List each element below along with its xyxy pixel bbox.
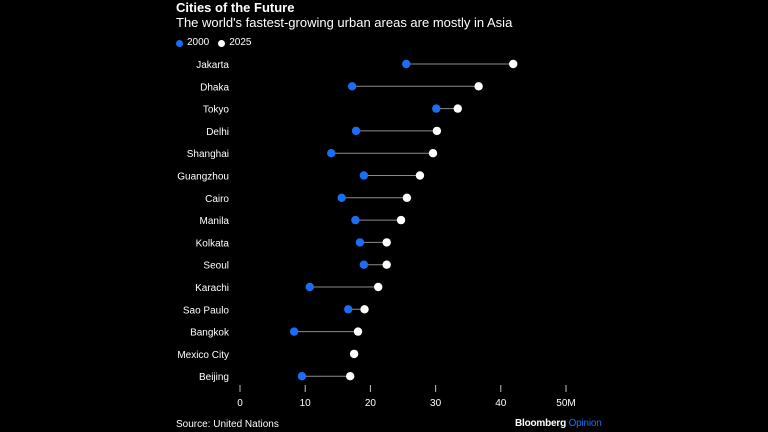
category-label-sao-paulo: Sao Paulo bbox=[183, 305, 230, 316]
legend-label-2000: 2000 bbox=[187, 37, 210, 48]
point-2000-tokyo bbox=[432, 104, 441, 113]
category-label-dhaka: Dhaka bbox=[200, 82, 229, 93]
legend-item-2000: 2000 bbox=[176, 37, 209, 49]
point-2025-manila bbox=[396, 215, 406, 225]
chart-subtitle: The world's fastest-growing urban areas … bbox=[176, 15, 513, 30]
point-2025-tokyo bbox=[453, 104, 462, 113]
legend-item-2025: 2025 bbox=[218, 37, 252, 49]
category-label-shanghai: Shanghai bbox=[187, 149, 229, 160]
point-2000-sao-paulo bbox=[344, 305, 353, 314]
category-label-beijing: Beijing bbox=[199, 372, 229, 383]
point-2000-shanghai bbox=[327, 149, 336, 158]
brand-suffix: Opinion bbox=[568, 418, 602, 429]
point-2025-seoul bbox=[382, 260, 391, 269]
chart-title: Cities of the Future bbox=[176, 0, 295, 15]
category-label-bangkok: Bangkok bbox=[190, 328, 230, 339]
source-note: Source: United Nations bbox=[176, 419, 279, 430]
point-2025-jakarta bbox=[508, 59, 518, 69]
category-label-tokyo: Tokyo bbox=[203, 105, 230, 116]
category-label-cairo: Cairo bbox=[205, 194, 229, 205]
x-tick-label-20: 20 bbox=[365, 398, 377, 409]
x-tick-label-50: 50M bbox=[556, 398, 575, 409]
category-label-seoul: Seoul bbox=[203, 261, 229, 272]
point-2000-manila bbox=[351, 215, 360, 225]
point-2025-beijing bbox=[345, 372, 355, 381]
point-2000-seoul bbox=[359, 260, 369, 269]
x-tick-label-40: 40 bbox=[495, 398, 507, 409]
legend-dot-2025 bbox=[218, 39, 226, 47]
x-tick-label-0: 0 bbox=[237, 398, 243, 409]
point-2025-cairo bbox=[402, 193, 412, 202]
point-2000-bangkok bbox=[289, 327, 299, 336]
legend-label-2025: 2025 bbox=[229, 37, 252, 48]
point-2000-beijing bbox=[297, 372, 307, 381]
point-2000-kolkata bbox=[355, 238, 365, 247]
legend-dot-2000 bbox=[176, 39, 183, 47]
point-2025-guangzhou bbox=[415, 171, 425, 180]
category-label-karachi: Karachi bbox=[195, 283, 229, 294]
category-label-kolkata: Kolkata bbox=[196, 238, 230, 249]
category-label-mexico-city: Mexico City bbox=[177, 350, 229, 361]
brand-name: Bloomberg bbox=[515, 418, 566, 429]
point-2025-delhi bbox=[432, 126, 442, 136]
point-2025-dhaka bbox=[474, 82, 483, 91]
point-2000-dhaka bbox=[347, 82, 357, 91]
legend: 2000 2025 bbox=[176, 37, 261, 49]
point-2000-cairo bbox=[337, 193, 346, 202]
point-2025-karachi bbox=[374, 282, 383, 292]
point-2025-bangkok bbox=[353, 327, 363, 336]
x-tick-label-10: 10 bbox=[300, 398, 312, 409]
category-label-guangzhou: Guangzhou bbox=[177, 172, 229, 183]
point-2025-mexico-city bbox=[349, 349, 359, 359]
brand-logo: Bloomberg Opinion bbox=[515, 418, 602, 430]
point-2000-delhi bbox=[351, 126, 361, 136]
point-2025-shanghai bbox=[428, 149, 438, 158]
x-tick-label-30: 30 bbox=[430, 398, 442, 409]
point-2025-kolkata bbox=[382, 238, 391, 247]
point-2000-guangzhou bbox=[359, 171, 369, 180]
point-2000-karachi bbox=[305, 282, 314, 292]
category-label-delhi: Delhi bbox=[206, 127, 229, 138]
point-2000-jakarta bbox=[402, 59, 411, 69]
category-label-manila: Manila bbox=[200, 216, 230, 227]
category-label-jakarta: Jakarta bbox=[196, 60, 229, 71]
point-2025-sao-paulo bbox=[360, 305, 369, 314]
